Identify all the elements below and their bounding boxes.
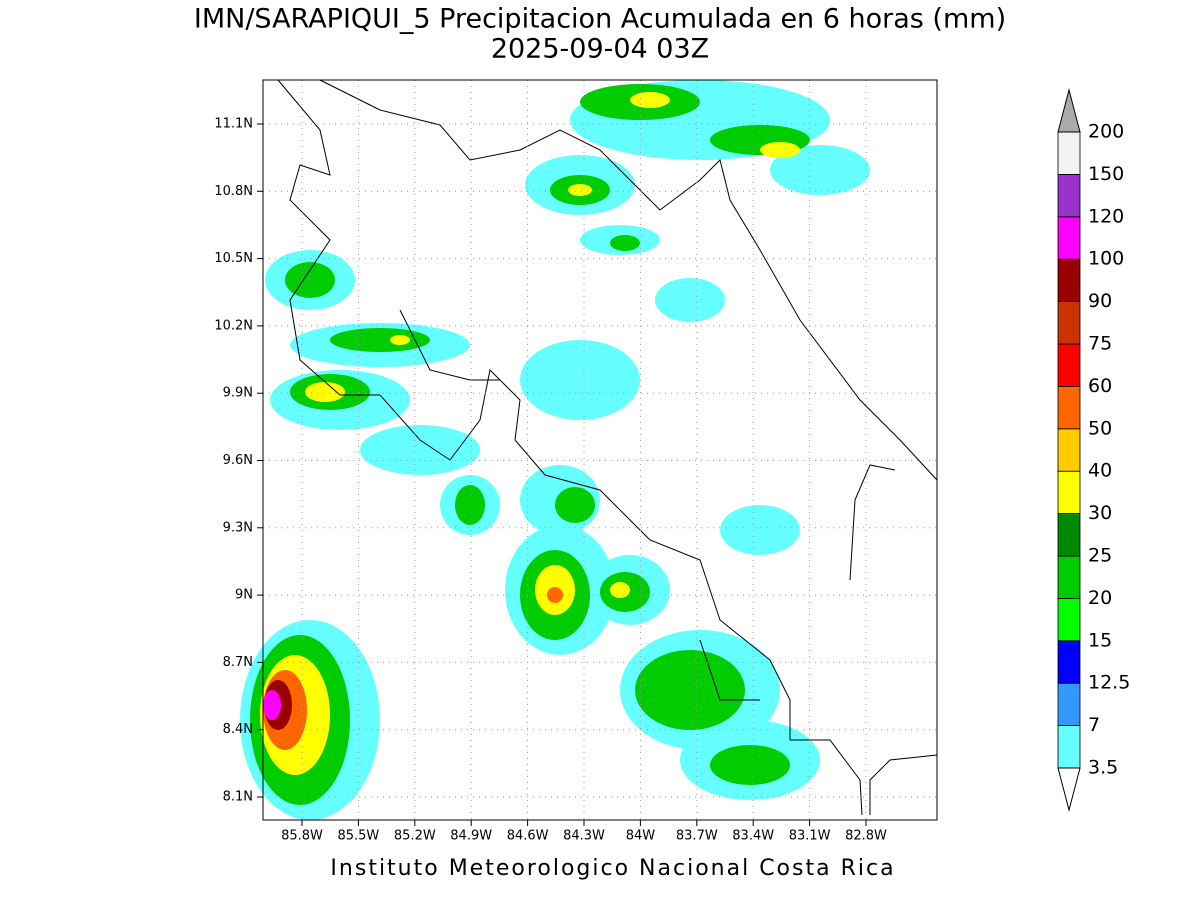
colorbar-label: 12.5 [1088, 672, 1130, 694]
lat-tick-label: 9.3N [223, 520, 253, 535]
title: IMN/SARAPIQUI_5 Precipitacion Acumulada … [194, 4, 1006, 35]
colorbar-label: 3.5 [1088, 757, 1118, 779]
colorbar-over [1057, 88, 1081, 133]
footer: Instituto Meteorologico Nacional Costa R… [330, 856, 895, 881]
colorbar-box [1057, 640, 1081, 684]
lon-tick-label: 85.2W [394, 829, 436, 844]
colorbar-label: 75 [1088, 333, 1112, 355]
lat-tick-label: 8.4N [223, 722, 253, 737]
map-frame [262, 79, 938, 821]
lon-tick-label: 84.6W [507, 829, 549, 844]
lat-tick-label: 9.9N [223, 386, 253, 401]
colorbar-label: 90 [1088, 290, 1112, 312]
lon-tick-label: 83.1W [789, 829, 831, 844]
colorbar-box [1057, 513, 1081, 557]
colorbar-label: 15 [1088, 629, 1112, 651]
colorbar-box [1057, 555, 1081, 599]
colorbar-box [1057, 598, 1081, 642]
lat-tick-label: 10.8N [214, 184, 253, 199]
colorbar: 3.5 7 12.5 15 20 25 30 40 50 60 75 90 100 120 150 200 [1057, 88, 1130, 812]
colorbar-label: 150 [1088, 163, 1124, 185]
colorbar-label: 7 [1088, 714, 1100, 736]
lat-tick-label: 9.6N [223, 453, 253, 468]
colorbar-under [1057, 767, 1081, 812]
colorbar-label: 50 [1088, 417, 1112, 439]
lon-tick-label: 84.3W [563, 829, 605, 844]
lat-tick-label: 10.2N [214, 318, 253, 333]
colorbar-label: 30 [1088, 502, 1112, 524]
colorbar-box [1057, 301, 1081, 345]
lat-tick-label: 11.1N [214, 117, 253, 132]
colorbar-label: 20 [1088, 587, 1112, 609]
colorbar-box [1057, 258, 1081, 303]
lat-tick-label: 8.7N [223, 655, 253, 670]
colorbar-box [1057, 470, 1081, 515]
colorbar-label: 100 [1088, 248, 1124, 270]
lon-tick-label: 85.5W [337, 829, 379, 844]
colorbar-box [1057, 131, 1081, 175]
colorbar-label: 60 [1088, 375, 1112, 397]
colorbar-box [1057, 428, 1081, 472]
colorbar-label: 200 [1088, 121, 1124, 143]
colorbar-box [1057, 725, 1081, 769]
lon-tick-label: 84W [626, 829, 656, 844]
lat-tick-label: 8.1N [223, 790, 253, 805]
lon-tick-label: 85.8W [281, 829, 323, 844]
colorbar-label: 120 [1088, 205, 1124, 227]
colorbar-box [1057, 682, 1081, 727]
coastline [277, 79, 938, 816]
subtitle: 2025-09-04 03Z [491, 34, 709, 65]
precip-field [240, 80, 870, 820]
lat-tick-label: 10.5N [214, 251, 253, 266]
colorbar-box [1057, 385, 1081, 430]
colorbar-box [1057, 343, 1081, 387]
grid [263, 80, 937, 820]
lat-tick-label: 9N [235, 588, 253, 603]
colorbar-box [1057, 216, 1081, 260]
axis-ticks: 85.8W 85.5W 85.2W 84.9W 84.6W 84.3W 84W 83.7W 83… [214, 117, 887, 844]
lon-tick-label: 84.9W [450, 829, 492, 844]
colorbar-label: 25 [1088, 545, 1112, 567]
lon-tick-label: 83.7W [676, 829, 718, 844]
lon-tick-label: 82.8W [845, 829, 887, 844]
colorbar-label: 40 [1088, 460, 1112, 482]
colorbar-box [1057, 173, 1081, 218]
lon-tick-label: 83.4W [732, 829, 774, 844]
